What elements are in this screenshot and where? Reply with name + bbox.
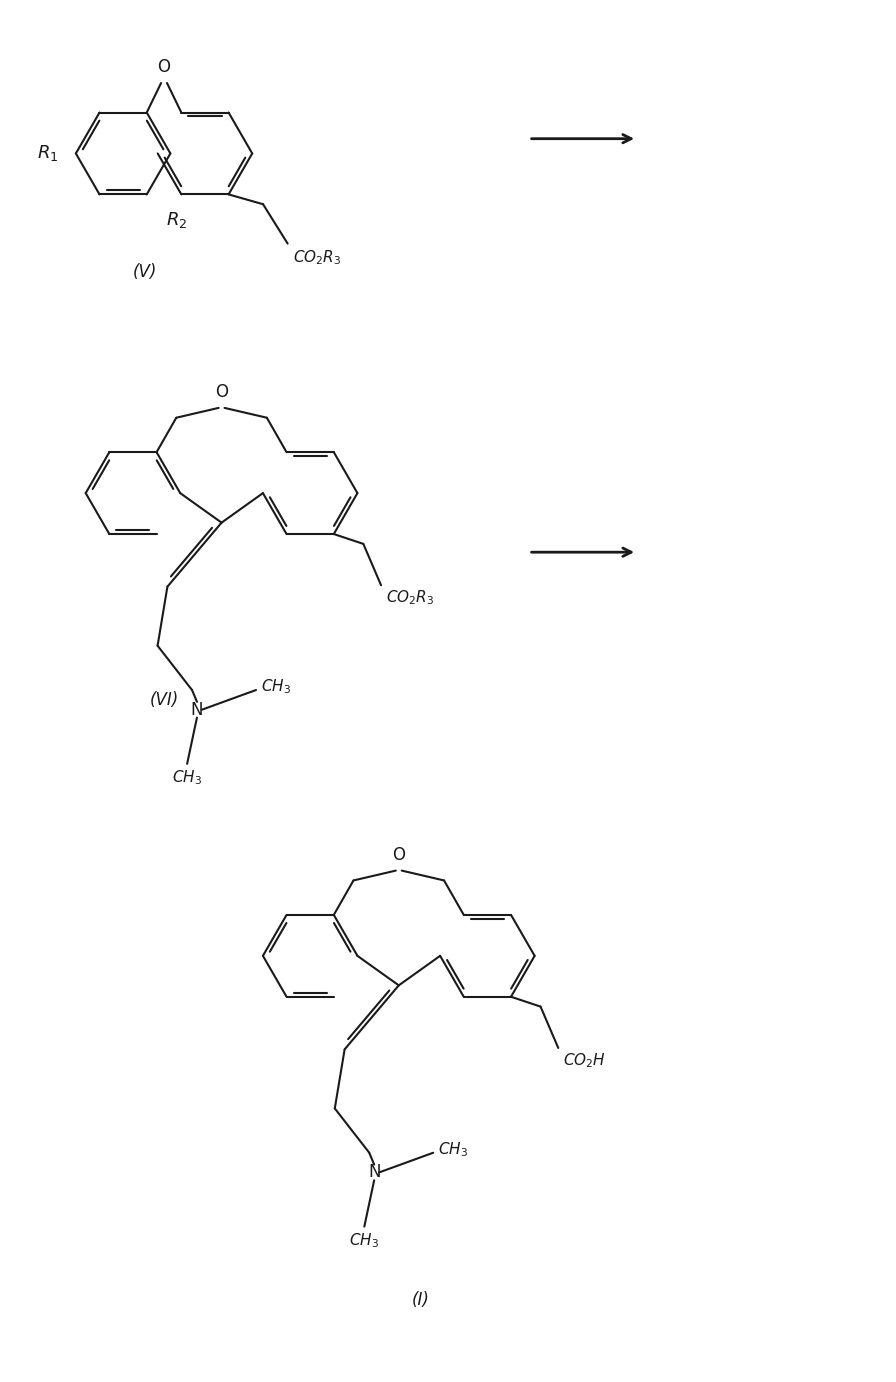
Text: (V): (V) bbox=[133, 263, 157, 281]
Text: $CH_3$: $CH_3$ bbox=[261, 677, 291, 697]
Text: (VI): (VI) bbox=[150, 691, 179, 709]
Text: $CH_3$: $CH_3$ bbox=[438, 1140, 468, 1159]
Text: O: O bbox=[215, 383, 228, 401]
Text: $CO_2R_3$: $CO_2R_3$ bbox=[386, 589, 435, 607]
Text: $CH_3$: $CH_3$ bbox=[349, 1231, 379, 1251]
Text: $R_2$: $R_2$ bbox=[166, 210, 187, 231]
Text: $R_1$: $R_1$ bbox=[37, 144, 58, 163]
Text: $CO_2H$: $CO_2H$ bbox=[564, 1050, 606, 1070]
Text: O: O bbox=[392, 846, 405, 864]
Text: $CH_3$: $CH_3$ bbox=[172, 768, 202, 788]
Text: (I): (I) bbox=[411, 1291, 429, 1309]
Text: O: O bbox=[158, 58, 170, 76]
Text: N: N bbox=[368, 1164, 381, 1182]
Text: N: N bbox=[191, 701, 203, 719]
Text: $CO_2R_3$: $CO_2R_3$ bbox=[293, 249, 341, 267]
